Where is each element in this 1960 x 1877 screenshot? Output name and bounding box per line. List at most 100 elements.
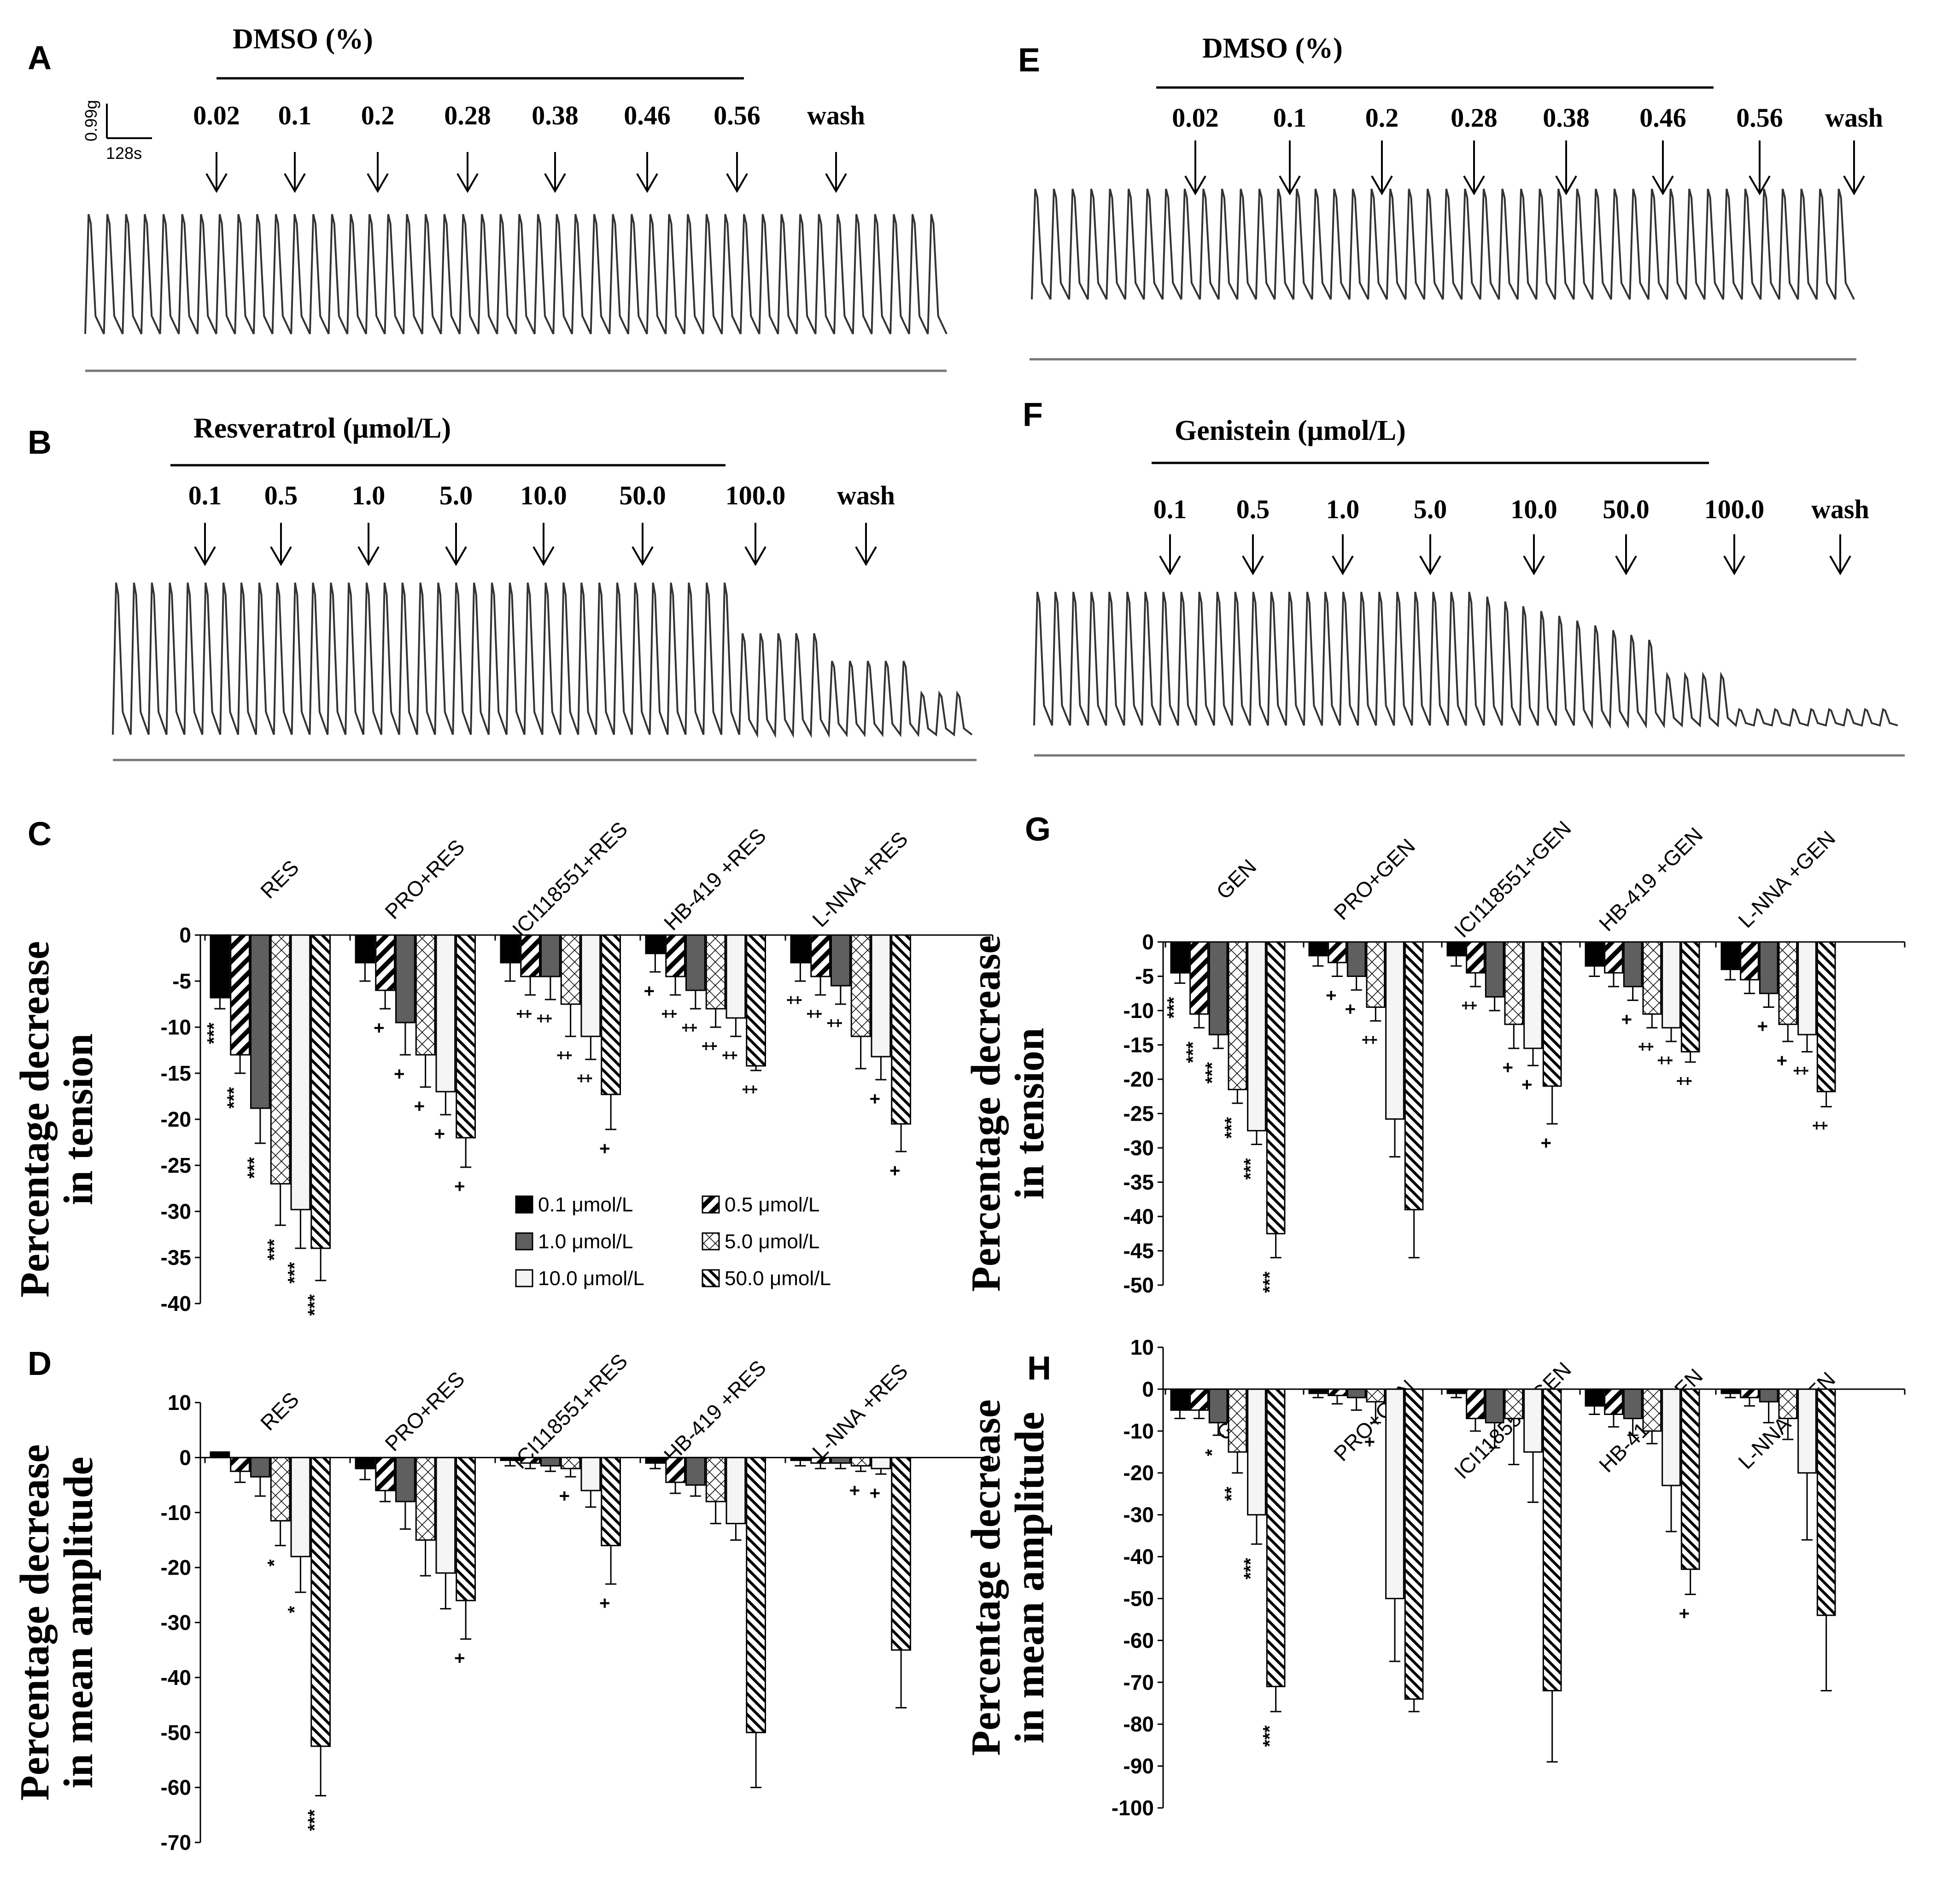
bar <box>1740 941 1759 981</box>
bar <box>415 1456 436 1541</box>
dose-label: 0.56 <box>1736 103 1783 133</box>
bar <box>560 1456 581 1469</box>
significance-label: *** <box>264 1239 285 1261</box>
bar <box>1759 941 1779 994</box>
significance-label: *** <box>244 1157 264 1179</box>
bar <box>1642 941 1662 1015</box>
dose-arrow-icon <box>825 152 847 193</box>
legend-item: 1.0 μmol/L <box>515 1230 633 1253</box>
significance-label: + <box>369 1023 389 1033</box>
y-tick-label: -70 <box>161 1830 191 1854</box>
dose-label: wash <box>807 100 865 130</box>
bar <box>375 1456 395 1491</box>
significance-label: ‡ <box>555 1050 575 1060</box>
significance-label: + <box>450 1653 470 1663</box>
bar <box>560 934 581 1005</box>
y-axis-title: Percentage decrease <box>12 1444 58 1801</box>
dose-label: 0.56 <box>714 100 761 130</box>
dose-label: 0.02 <box>193 100 240 130</box>
y-tick-label: -35 <box>161 1245 191 1269</box>
y-tick-label: 10 <box>168 1391 191 1415</box>
y-tick-label: -20 <box>1123 1067 1154 1091</box>
category-label: PRO+RES <box>380 835 469 924</box>
y-tick-label: -20 <box>161 1107 191 1131</box>
y-tick-label: -30 <box>1123 1503 1154 1527</box>
y-tick-label: 0 <box>179 1445 191 1469</box>
significance-label: *** <box>1221 1117 1241 1139</box>
bar <box>871 934 891 1058</box>
bar <box>540 934 561 977</box>
bar <box>1642 1388 1662 1432</box>
bar <box>310 1456 331 1747</box>
bar <box>1523 1388 1543 1453</box>
legend-swatch <box>702 1269 720 1287</box>
significance-label: *** <box>304 1809 325 1831</box>
bar <box>746 934 766 1067</box>
dose-arrow-icon <box>1615 534 1637 575</box>
bar <box>831 1456 851 1464</box>
dose-label: 0.02 <box>1172 103 1219 133</box>
panel-E: E DMSO (%) 0.02 0.1 0.2 0.28 0.38 0.46 0.56 was… <box>1018 33 1883 361</box>
bar <box>395 934 415 1023</box>
dose-label: wash <box>837 480 895 510</box>
category-label: L-NNA +GEN <box>1733 826 1840 932</box>
bar <box>210 934 230 999</box>
dose-arrow-icon <box>726 152 748 193</box>
y-tick-label: -15 <box>161 1061 191 1085</box>
y-tick-label: -10 <box>1123 1419 1154 1443</box>
dose-label: 5.0 <box>439 480 473 510</box>
y-axis-title: Percentage decrease <box>963 936 1009 1292</box>
bar <box>1623 1388 1643 1420</box>
bar <box>230 934 250 1056</box>
bar <box>1542 941 1562 1087</box>
dose-arrow-icon <box>1279 140 1301 195</box>
contraction-trace <box>1031 188 1855 300</box>
significance-label: ‡ <box>534 1013 555 1023</box>
bar <box>270 934 291 1185</box>
significance-label: ‡ <box>514 1009 534 1019</box>
dose-label: 10.0 <box>520 480 567 510</box>
contraction-trace <box>112 582 973 738</box>
legend-swatch <box>702 1195 720 1214</box>
bar <box>1504 941 1524 1025</box>
panel-F: F Genistein (μmol/L) 0.1 0.5 1.0 5.0 10.0 50.… <box>1023 397 1905 757</box>
category-label: RES <box>256 1387 304 1435</box>
significance-label: + <box>1340 1004 1361 1014</box>
y-tick-label: -20 <box>161 1555 191 1579</box>
bar <box>1346 941 1366 977</box>
legend-item: 5.0 μmol/L <box>702 1230 819 1253</box>
legend-label: 10.0 μmol/L <box>538 1267 644 1290</box>
category-label: HB-419 +RES <box>659 1356 771 1467</box>
significance-label: + <box>555 1491 575 1501</box>
significance-label: ‡ <box>659 1009 679 1019</box>
dose-arrow-icon <box>855 523 877 566</box>
dose-arrow-icon <box>636 152 658 193</box>
y-tick-label: 0 <box>1142 1377 1154 1401</box>
bar <box>1466 1388 1485 1420</box>
bar <box>1266 1388 1286 1687</box>
category-label: PRO+GEN <box>1329 834 1420 924</box>
bar <box>1189 941 1209 1015</box>
bar <box>375 934 395 991</box>
bar <box>1797 941 1817 1035</box>
y-tick-label: -90 <box>1123 1754 1154 1778</box>
bar <box>1604 1388 1623 1415</box>
panel-label-G: G <box>1025 811 1051 848</box>
bar <box>1542 1388 1562 1691</box>
contraction-trace <box>84 214 948 334</box>
significance-label: * <box>284 1606 304 1613</box>
dose-label: 0.1 <box>1153 494 1187 524</box>
drug-label-E: DMSO (%) <box>1202 33 1343 64</box>
panel-label-C: C <box>28 816 52 853</box>
legend-swatch <box>515 1195 533 1214</box>
significance-label: + <box>389 1069 410 1079</box>
significance-label: ‡ <box>1655 1055 1675 1065</box>
dose-arrow-icon <box>1419 534 1441 575</box>
y-axis-title: in mean amplitude <box>56 1456 101 1788</box>
y-tick-label: -5 <box>1135 965 1154 988</box>
significance-label: *** <box>1183 1041 1203 1063</box>
y-tick-label: -50 <box>1123 1586 1154 1610</box>
y-tick-label: -40 <box>1123 1545 1154 1569</box>
